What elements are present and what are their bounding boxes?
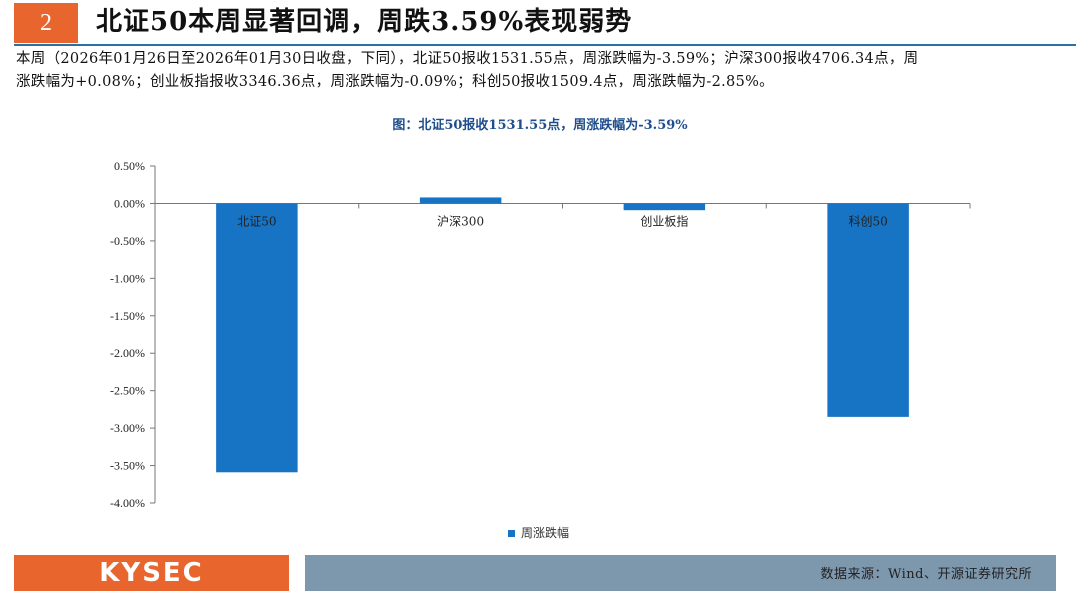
x-category-label: 北证50 [237, 214, 276, 228]
bar-3 [827, 203, 909, 417]
data-source: 数据来源：Wind、开源证券研究所 [820, 567, 1032, 582]
chart-title: 图：北证50报收1531.55点，周涨跌幅为-3.59% [392, 118, 688, 133]
y-tick-label: -3.50% [110, 459, 145, 473]
page-title: 北证50本周显著回调，周跌3.59%表现弱势 [96, 7, 633, 37]
y-tick-label: -1.50% [110, 309, 145, 323]
section-number: 2 [14, 3, 78, 43]
y-tick-label: -0.50% [110, 234, 145, 248]
header: 2 北证50本周显著回调，周跌3.59%表现弱势 [0, 0, 1080, 44]
y-tick-label: -1.00% [110, 271, 145, 285]
x-category-label: 创业板指 [640, 213, 688, 228]
bar-2 [623, 203, 706, 211]
bar-1 [419, 197, 502, 204]
footer-source-band: 数据来源：Wind、开源证券研究所 [305, 555, 1056, 591]
summary-line-2: 涨跌幅为+0.08%；创业板指报收3346.36点，周涨跌幅为-0.09%；科创… [16, 74, 774, 90]
summary-text: 本周（2026年01月26日至2026年01月30日收盘，下同），北证50报收1… [16, 48, 1056, 94]
summary-line-1: 本周（2026年01月26日至2026年01月30日收盘，下同），北证50报收1… [16, 51, 919, 67]
bar-0 [216, 203, 298, 473]
x-category-label: 科创50 [848, 214, 887, 228]
y-tick-label: -3.00% [110, 421, 145, 435]
kysec-logo: KYSEC [99, 558, 204, 588]
legend-swatch [508, 530, 515, 537]
footer-logo-band: KYSEC [14, 555, 289, 591]
chart-legend: 周涨跌幅 [508, 524, 569, 541]
y-tick-label: -2.50% [110, 384, 145, 398]
y-tick-label: -4.00% [110, 496, 145, 510]
title-divider [14, 44, 1076, 46]
legend-label: 周涨跌幅 [521, 526, 570, 540]
y-tick-label: -2.00% [110, 346, 145, 360]
x-category-label: 沪深300 [437, 214, 484, 228]
y-tick-label: 0.50% [114, 159, 145, 173]
y-tick-label: 0.00% [114, 196, 145, 210]
